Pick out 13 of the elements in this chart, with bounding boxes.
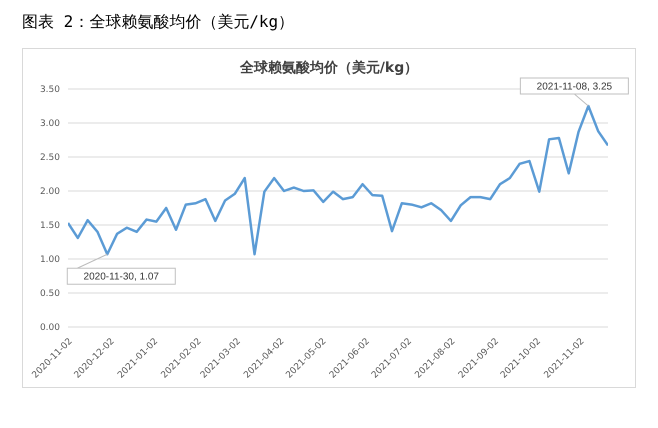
annotation: 2021-11-08, 3.25 xyxy=(536,82,613,92)
line-series xyxy=(68,104,608,256)
y-tick-label: 3.00 xyxy=(40,119,60,130)
text: 图表 2：全球赖氨酸均价（美元/kg） xyxy=(22,12,294,33)
y-tick-label: 2.00 xyxy=(40,187,60,198)
y-tick-label: 1.00 xyxy=(40,255,60,266)
y-tick-label: 1.50 xyxy=(40,221,60,232)
y-tick-label: 2.50 xyxy=(40,153,60,164)
y-tick-label: 0.50 xyxy=(40,289,60,300)
chart-title: 全球赖氨酸均价（美元/kg） xyxy=(238,59,420,77)
y-tick-label: 0.00 xyxy=(40,323,60,334)
annotation: 2020-11-30, 1.07 xyxy=(84,272,160,283)
y-tick-label: 3.50 xyxy=(40,85,60,96)
